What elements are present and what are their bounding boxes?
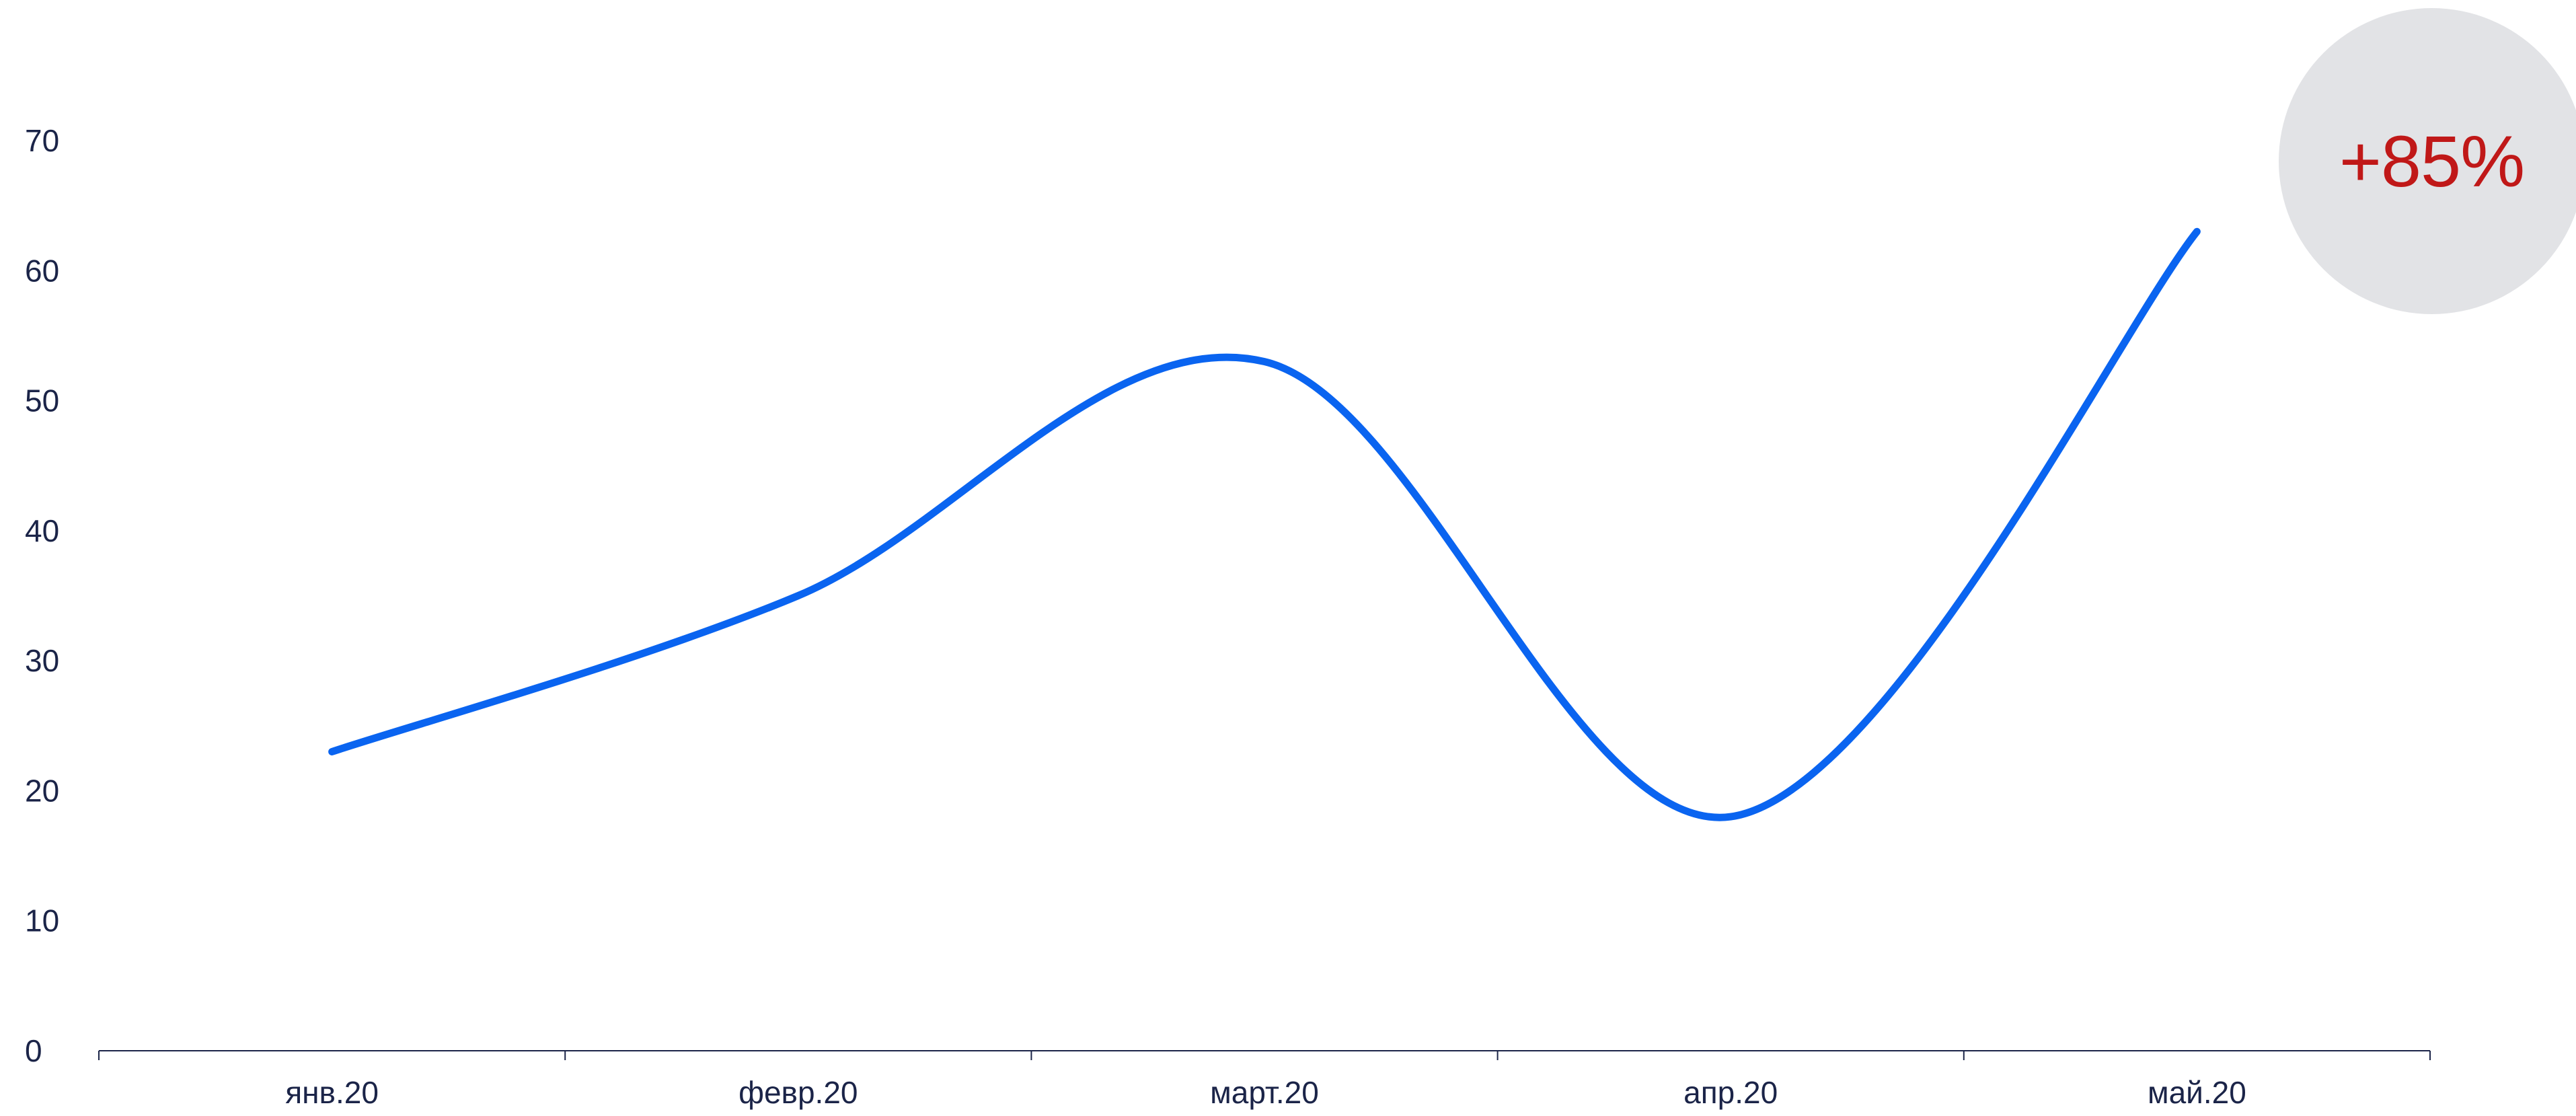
y-tick-label: 20 [25, 773, 59, 808]
y-tick-label: 30 [25, 643, 59, 678]
series-group [328, 227, 2201, 821]
growth-badge-value: +85% [2339, 120, 2525, 202]
series-line [328, 227, 2201, 821]
x-tick-label: май.20 [2148, 1075, 2246, 1110]
x-axis-labels: янв.20 февр.20 март.20 апр.20 май.20 [285, 1075, 2246, 1110]
y-tick-label: 50 [25, 383, 59, 418]
x-tick-label: янв.20 [285, 1075, 379, 1110]
x-tick-label: март.20 [1210, 1075, 1319, 1110]
y-tick-label: 40 [25, 513, 59, 548]
y-tick-label: 70 [25, 123, 59, 158]
x-tick-label: февр.20 [738, 1075, 858, 1110]
x-axis [98, 1050, 2431, 1060]
growth-badge: +85% [2279, 8, 2576, 314]
y-tick-label: 0 [25, 1033, 42, 1068]
y-axis-ticks: 0 10 20 30 40 50 60 70 [25, 123, 59, 1068]
x-tick-label: апр.20 [1683, 1075, 1778, 1110]
y-tick-label: 10 [25, 903, 59, 938]
y-tick-label: 60 [25, 253, 59, 288]
